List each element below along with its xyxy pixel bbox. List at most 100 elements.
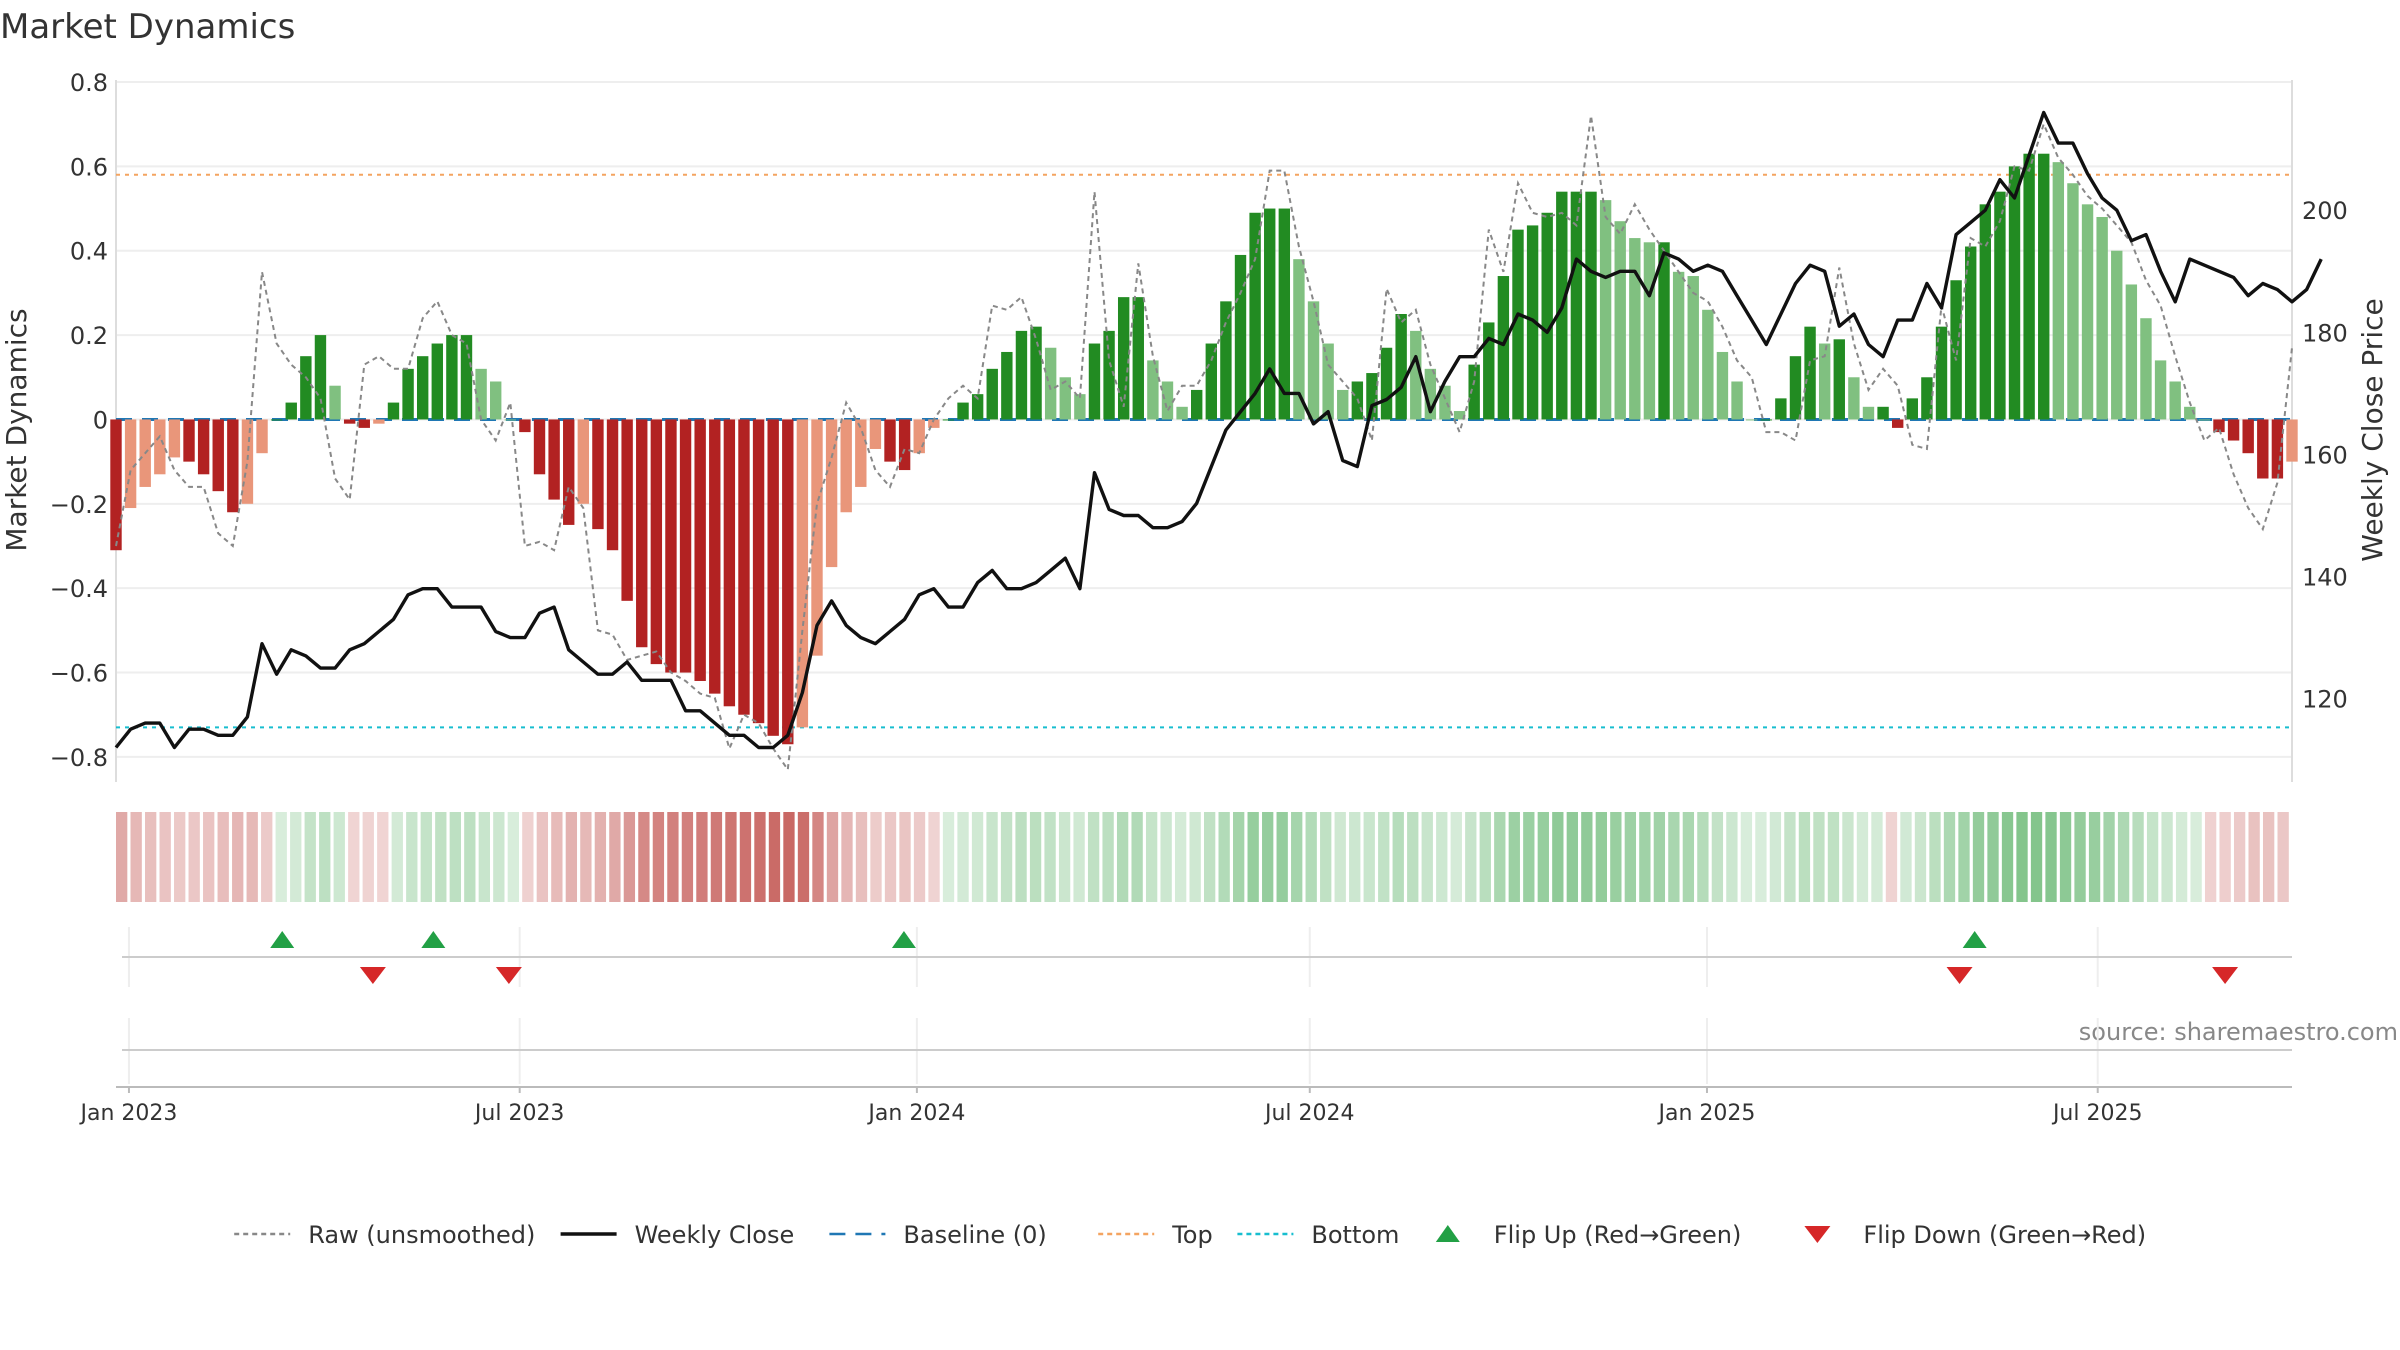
dynamics-bar bbox=[738, 419, 750, 715]
dynamics-bar bbox=[285, 402, 297, 420]
heat-strip-cell bbox=[812, 812, 824, 902]
heat-strip-cell bbox=[159, 812, 171, 902]
dynamics-bar bbox=[782, 419, 794, 745]
dynamics-bar bbox=[446, 335, 458, 420]
legend-label: Weekly Close bbox=[635, 1221, 795, 1249]
dynamics-bar bbox=[1117, 297, 1130, 420]
dynamics-bar bbox=[796, 419, 809, 728]
heat-strip-cell bbox=[1610, 812, 1622, 902]
flip-markers bbox=[270, 931, 2239, 984]
heat-strip-cell bbox=[1508, 812, 1520, 902]
legend: Raw (unsmoothed) Weekly Close Baseline (0)… bbox=[234, 1221, 2146, 1249]
dynamics-bar bbox=[1629, 238, 1641, 420]
dynamics-bar bbox=[1044, 347, 1057, 420]
heat-strip-cell bbox=[116, 812, 128, 902]
heat-strip-cell bbox=[1842, 812, 1854, 902]
heat-strip-cell bbox=[217, 812, 229, 902]
heat-strip-cell bbox=[2161, 812, 2173, 902]
heat-strip-cell bbox=[551, 812, 563, 902]
heat-strip-cell bbox=[1305, 812, 1317, 902]
heat-strip-cell bbox=[1856, 812, 1869, 902]
heat-strip-cell bbox=[1189, 812, 1201, 902]
dynamics-bar bbox=[1234, 254, 1247, 420]
heat-strip-cell bbox=[841, 812, 853, 902]
flip-up-marker bbox=[891, 931, 916, 948]
heat-strip-cell bbox=[1958, 812, 1970, 902]
dynamics-bar bbox=[1147, 360, 1159, 420]
dynamics-bar bbox=[1643, 242, 1656, 420]
dynamics-bar bbox=[1176, 406, 1188, 420]
dynamics-bar bbox=[840, 419, 852, 513]
heat-strip-cell bbox=[1233, 812, 1245, 902]
dynamics-bar bbox=[1307, 301, 1320, 420]
dynamics-bar bbox=[1366, 373, 1378, 420]
heat-strip-cell bbox=[478, 812, 490, 902]
y-tick-label-left: 0.4 bbox=[70, 238, 108, 266]
legend-swatch bbox=[1804, 1226, 1831, 1243]
dynamics-bar bbox=[752, 419, 765, 724]
heat-strip-cell bbox=[1247, 812, 1259, 902]
heat-strip-cell bbox=[435, 812, 447, 902]
dynamics-bar bbox=[1950, 280, 1962, 420]
dynamics-bar bbox=[1249, 212, 1261, 420]
dynamics-bar bbox=[2081, 204, 2094, 420]
heat-strip-cell bbox=[1682, 812, 1695, 902]
heat-strip-cell bbox=[1450, 812, 1462, 902]
y-tick-label-left: −0.8 bbox=[50, 744, 108, 772]
heat-strip-cell bbox=[2088, 812, 2101, 902]
heat-strip-cell bbox=[1929, 812, 1941, 902]
heat-strip-cell bbox=[1029, 812, 1042, 902]
heat-strip-cell bbox=[1624, 812, 1637, 902]
heat-strip-cell bbox=[2233, 812, 2246, 902]
heat-strip-cell bbox=[1174, 812, 1187, 902]
heat-strip-cell bbox=[275, 812, 287, 902]
heat-strip-cell bbox=[1145, 812, 1158, 902]
heat-strip-cell bbox=[1987, 812, 1999, 902]
axes bbox=[115, 80, 2293, 1088]
y-tick-label-left: 0.2 bbox=[70, 322, 108, 350]
y-axis-label-left: Market Dynamics bbox=[0, 308, 33, 551]
legend-item: Flip Down (Green→Red) bbox=[1804, 1221, 2146, 1249]
heat-strip-cell bbox=[826, 812, 839, 902]
heat-strip-cell bbox=[290, 812, 302, 902]
heat-strip-cell bbox=[667, 812, 679, 902]
x-tick-label: Jul 2023 bbox=[473, 1101, 565, 1126]
heat-strip-cell bbox=[2059, 812, 2072, 902]
dynamics-bars bbox=[110, 153, 2298, 745]
dynamics-bar bbox=[1716, 351, 1729, 420]
raw-series bbox=[115, 115, 2293, 773]
dynamics-bar bbox=[2038, 153, 2050, 420]
dynamics-bar bbox=[256, 419, 268, 454]
heat-strip-cell bbox=[1755, 812, 1767, 902]
dynamics-bar bbox=[1789, 356, 1802, 420]
dynamics-bar bbox=[1994, 191, 2006, 420]
heat-strip-cell bbox=[1015, 812, 1027, 902]
heat-strip-cell bbox=[2175, 812, 2188, 902]
dynamics-bar bbox=[2184, 406, 2196, 420]
dynamics-bar bbox=[2125, 284, 2138, 420]
dynamics-bar bbox=[1395, 314, 1407, 420]
heat-strip-cell bbox=[2248, 812, 2260, 902]
dynamics-bar bbox=[1921, 377, 1933, 420]
dynamics-bar bbox=[1760, 419, 1772, 421]
dynamics-bar bbox=[168, 419, 181, 458]
dynamics-bar bbox=[1614, 221, 1626, 420]
heat-strip-cell bbox=[768, 812, 781, 902]
heat-strip-cell bbox=[2103, 812, 2115, 902]
source-note: source: sharemaestro.com bbox=[2079, 1018, 2398, 1046]
dynamics-bar bbox=[2067, 183, 2079, 420]
heat-strip-cell bbox=[2132, 812, 2144, 902]
dynamics-bar bbox=[1526, 225, 1539, 420]
y-tick-label-left: −0.4 bbox=[50, 575, 108, 603]
dynamics-bar bbox=[665, 419, 677, 673]
dynamics-bar bbox=[1132, 297, 1144, 420]
heat-strip-cell bbox=[1900, 812, 1912, 902]
heat-strip-cell bbox=[2219, 812, 2231, 902]
heat-strip-cell bbox=[1740, 812, 1753, 902]
heat-strip-cell bbox=[1711, 812, 1724, 902]
heat-strip-cell bbox=[884, 812, 897, 902]
heat-strip-cell bbox=[406, 812, 418, 902]
dynamics-bar bbox=[1585, 191, 1597, 420]
dynamics-bar bbox=[577, 419, 590, 504]
heat-strip-cell bbox=[420, 812, 432, 902]
